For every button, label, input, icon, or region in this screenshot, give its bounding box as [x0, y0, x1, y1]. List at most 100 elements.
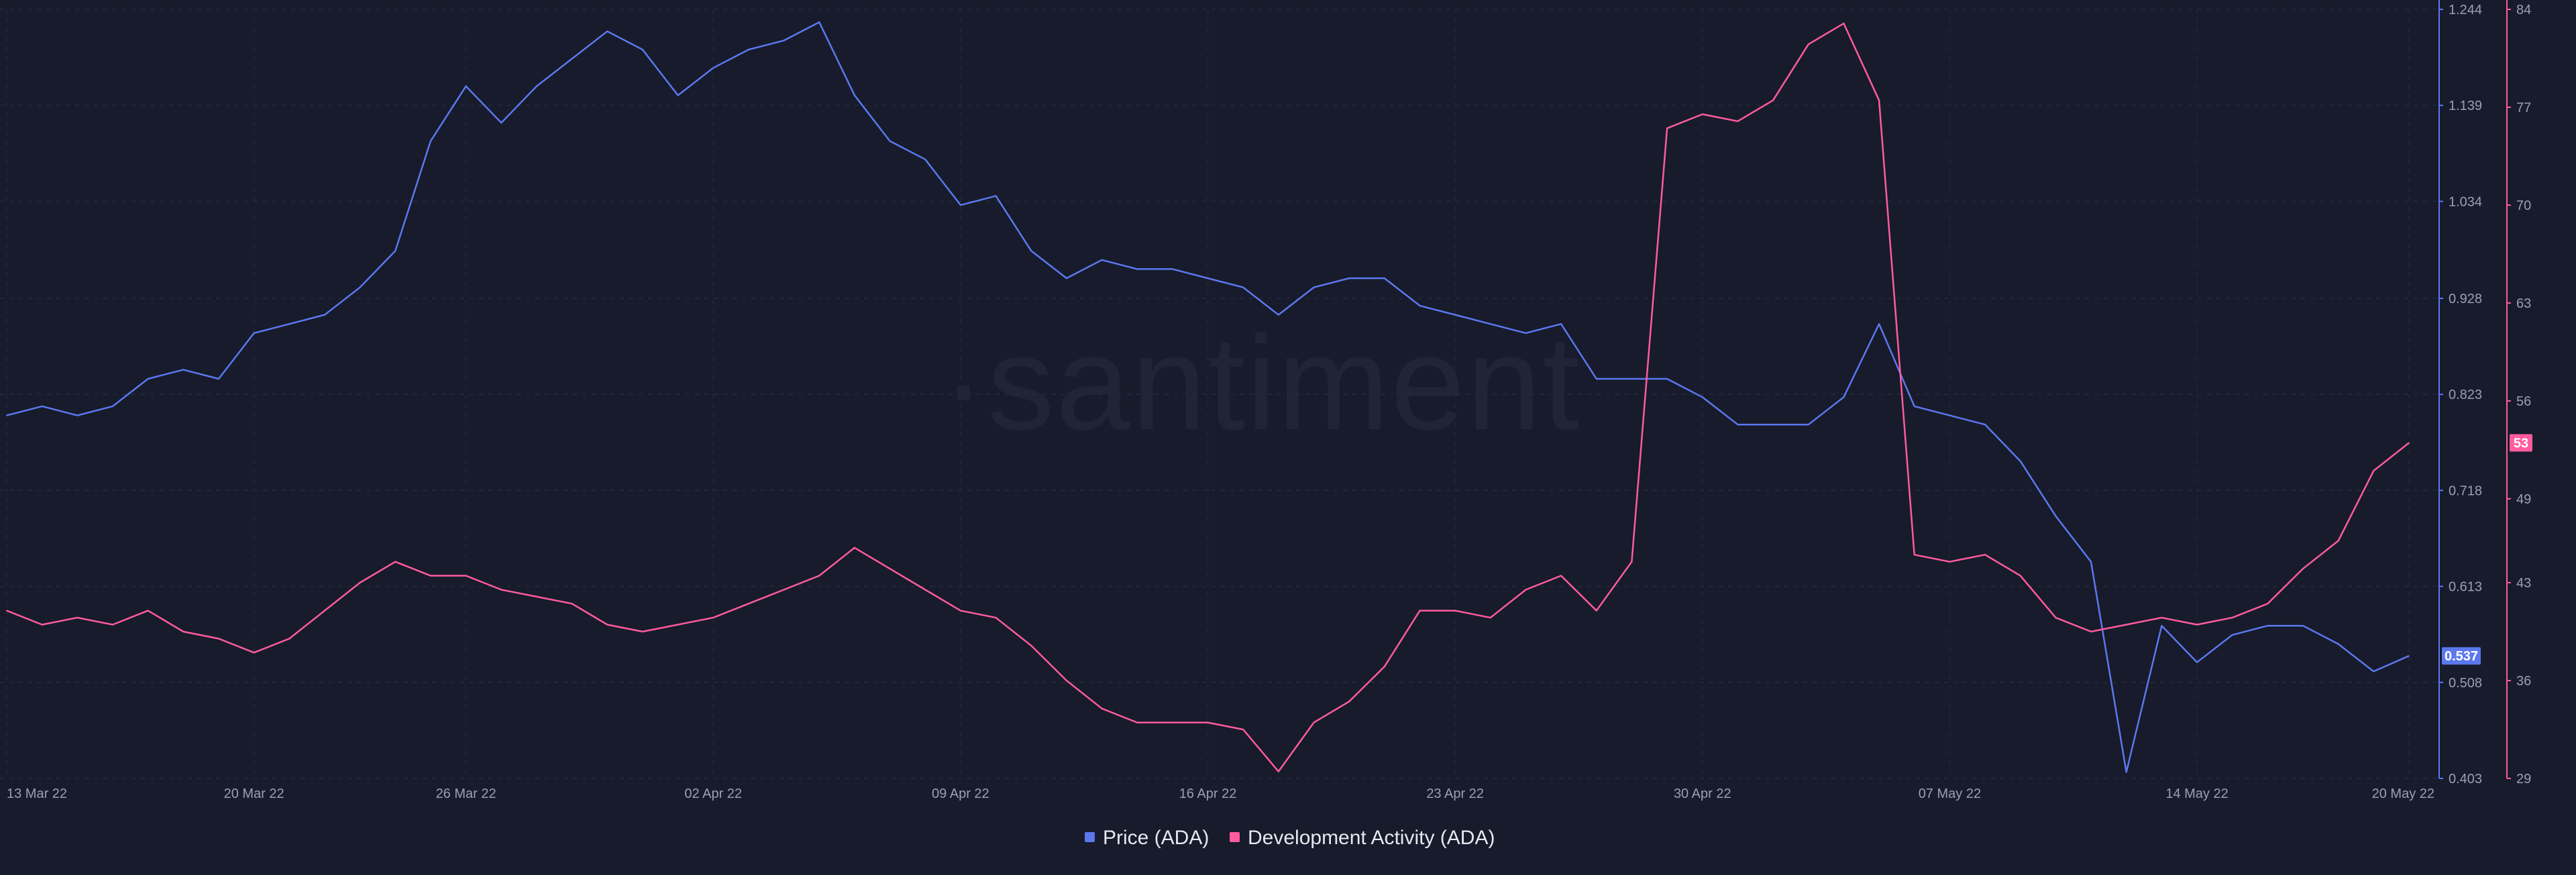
- price-axis-tick-label: 0.613: [2449, 580, 2482, 595]
- price-point: [6, 414, 7, 416]
- x-axis-tick-label: 02 Apr 22: [684, 786, 742, 801]
- price-point: [2125, 771, 2127, 773]
- price-point: [1737, 424, 1739, 425]
- dev-activity-axis-tick-label: 77: [2516, 101, 2531, 115]
- dev-activity-point: [394, 561, 396, 563]
- price-axis-tick-label: 1.244: [2449, 3, 2482, 17]
- dev-activity-point: [2019, 575, 2021, 577]
- dev-activity-point: [642, 631, 643, 632]
- price-axis-tick-label: 1.034: [2449, 194, 2482, 209]
- dev-activity-point: [1172, 721, 1173, 723]
- price-point: [147, 378, 149, 380]
- price-current-value: 0.537: [2445, 649, 2478, 664]
- dev-activity-point: [1913, 554, 1915, 556]
- dev-activity-point: [359, 582, 361, 583]
- price-point: [1808, 424, 1809, 425]
- price-point: [818, 21, 820, 23]
- price-point: [889, 140, 891, 142]
- price-point: [76, 414, 78, 416]
- current-value-badges: 0.537 53: [2442, 434, 2532, 665]
- dev-activity-point: [606, 624, 608, 626]
- dev-activity-point: [1454, 609, 1456, 611]
- x-axis-tick-label: 14 May 22: [2165, 786, 2228, 801]
- x-axis-tick-label: 13 Mar 22: [7, 786, 67, 801]
- price-axis-tick-label: 0.718: [2449, 483, 2482, 498]
- price-point: [1419, 305, 1421, 306]
- price-point: [2373, 670, 2375, 673]
- dev-activity-point: [500, 589, 502, 591]
- dev-activity-point: [1490, 617, 1491, 618]
- dev-activity-point: [1878, 99, 1880, 101]
- price-point: [1596, 378, 1597, 380]
- price-point: [1242, 286, 1244, 288]
- dev-activity-point: [1949, 561, 1951, 563]
- price-point: [430, 140, 431, 142]
- dev-activity-point: [1242, 729, 1244, 730]
- price-point: [359, 286, 361, 288]
- dev-activity-point: [182, 631, 184, 632]
- x-axis-tick-label: 07 May 22: [1919, 786, 1981, 801]
- dev-activity-point: [76, 617, 78, 618]
- dev-activity-point: [818, 575, 820, 577]
- x-axis-tick-label: 30 Apr 22: [1674, 786, 1731, 801]
- dev-activity-point: [1737, 121, 1739, 122]
- price-point: [394, 250, 396, 251]
- price-point: [1949, 414, 1951, 416]
- dev-activity-point: [924, 589, 926, 591]
- dev-activity-point: [1984, 554, 1986, 556]
- price-point: [182, 369, 184, 371]
- price-point: [1278, 314, 1279, 316]
- dev-activity-point: [147, 609, 149, 611]
- price-point: [536, 85, 537, 87]
- dev-activity-point: [1525, 589, 1527, 591]
- dev-activity-point: [324, 609, 325, 611]
- price-point: [1560, 323, 1562, 325]
- price-point: [1525, 333, 1527, 334]
- price-point: [1172, 268, 1173, 270]
- price-point: [1030, 250, 1032, 251]
- price-point: [1490, 323, 1491, 325]
- series-lines[interactable]: [6, 21, 2410, 773]
- dev-activity-point: [783, 589, 785, 591]
- price-point: [677, 95, 679, 96]
- price-point: [571, 58, 573, 60]
- dev-activity-point: [854, 547, 855, 548]
- dev-activity-point: [288, 638, 290, 640]
- price-point: [1348, 278, 1350, 279]
- dev-activity-point: [536, 596, 537, 597]
- price-point: [2302, 625, 2304, 626]
- dev-activity-axis-tick-label: 36: [2516, 674, 2531, 689]
- dev-activity-point: [1772, 99, 1774, 101]
- legend-label-dev-activity[interactable]: Development Activity (ADA): [1248, 827, 1495, 849]
- price-point: [288, 323, 290, 325]
- dev-activity-point: [1631, 561, 1633, 563]
- dev-activity-point: [1030, 645, 1032, 646]
- dev-activity-point: [1278, 770, 1279, 772]
- dev-activity-point: [1348, 701, 1350, 703]
- price-point: [1136, 268, 1138, 270]
- price-point: [1207, 278, 1209, 279]
- x-axis-tick-label: 16 Apr 22: [1179, 786, 1237, 801]
- price-point: [1702, 396, 1703, 398]
- price-point: [1843, 396, 1845, 398]
- price-point: [2090, 561, 2092, 563]
- price-point: [2408, 655, 2410, 656]
- price-point: [783, 40, 785, 42]
- price-point: [748, 49, 749, 50]
- legend-swatch-dev-activity: [1230, 832, 1240, 842]
- dev-activity-axis-tick-label: 84: [2516, 3, 2531, 17]
- dev-activity-point: [2337, 540, 2339, 542]
- axes: 1.244 1.139 1.034 0.928 0.823 0.718 0.613 0.508…: [7, 0, 2531, 801]
- price-point: [41, 406, 43, 407]
- legend[interactable]: Price (ADA) Development Activity (ADA): [1085, 827, 1495, 849]
- price-point: [1666, 378, 1668, 380]
- price-axis-tick-label: 1.139: [2449, 99, 2482, 113]
- dev-activity-axis-tick-label: 63: [2516, 296, 2531, 311]
- dev-activity-point: [1419, 609, 1421, 611]
- dev-activity-point: [712, 617, 714, 618]
- dev-activity-axis-tick-label: 43: [2516, 576, 2531, 591]
- legend-label-price[interactable]: Price (ADA): [1103, 827, 1209, 849]
- price-point: [2019, 460, 2021, 462]
- dev-activity-point: [748, 603, 749, 605]
